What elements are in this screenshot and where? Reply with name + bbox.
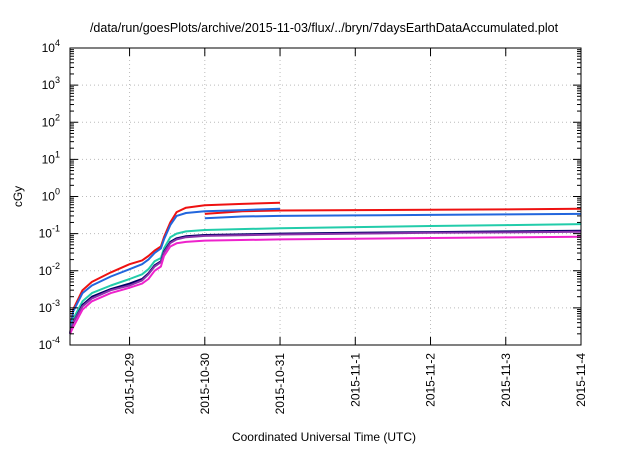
series-line-3-segment-1: [69, 223, 582, 335]
series-line-1-segment-1: [69, 201, 281, 334]
x-tick-label: 2015-10-29: [123, 353, 137, 415]
x-axis-label: Coordinated Universal Time (UTC): [232, 430, 416, 444]
y-tick-exponent: 0: [55, 187, 60, 197]
y-tick-exponent: -1: [52, 224, 60, 234]
y-tick-label: 100: [42, 187, 60, 204]
y-tick-exponent: -4: [52, 335, 60, 345]
y-tick-exponent: -3: [52, 298, 60, 308]
y-tick-exponent: 3: [55, 75, 60, 85]
chart-title: /data/run/goesPlots/archive/2015-11-03/f…: [90, 21, 559, 35]
x-tick-label: 2015-11-2: [424, 353, 438, 407]
y-axis-label: cGy: [11, 186, 25, 207]
y-tick-label: 101: [42, 149, 60, 166]
axis-ticks: [70, 47, 582, 346]
x-tick-label: 2015-11-3: [499, 353, 513, 407]
y-tick-exponent: -2: [52, 261, 60, 271]
y-tick-label: 10-1: [39, 224, 60, 241]
series-line-4-segment-1: [69, 229, 582, 335]
y-tick-exponent: 4: [55, 38, 60, 48]
x-tick-labels: 2015-10-29 2015-10-30 2015-10-31 2015-11-1 2…: [123, 353, 588, 415]
x-tick-label: 2015-10-30: [198, 353, 212, 415]
series-line-5-segment-1: [69, 230, 582, 335]
series-line-2-segment-2: [204, 212, 582, 220]
series-group: [69, 201, 582, 335]
y-tick-exponent: 1: [55, 149, 60, 159]
grid: [70, 48, 581, 345]
y-tick-label: 102: [42, 112, 60, 129]
x-tick-label: 2015-11-1: [348, 353, 362, 407]
x-tick-label: 2015-11-4: [574, 353, 588, 407]
y-tick-label: 10-2: [39, 261, 60, 278]
x-tick-label: 2015-10-31: [273, 353, 287, 415]
series-line-1-segment-2: [204, 207, 582, 215]
y-tick-label: 10-4: [39, 335, 60, 352]
y-tick-exponent: 2: [55, 112, 60, 122]
y-tick-label: 103: [42, 75, 60, 92]
series-line-6-segment-1: [69, 235, 582, 335]
series-line-2-segment-1: [69, 207, 281, 334]
y-tick-label: 104: [42, 38, 60, 55]
y-tick-label: 10-3: [39, 298, 60, 315]
